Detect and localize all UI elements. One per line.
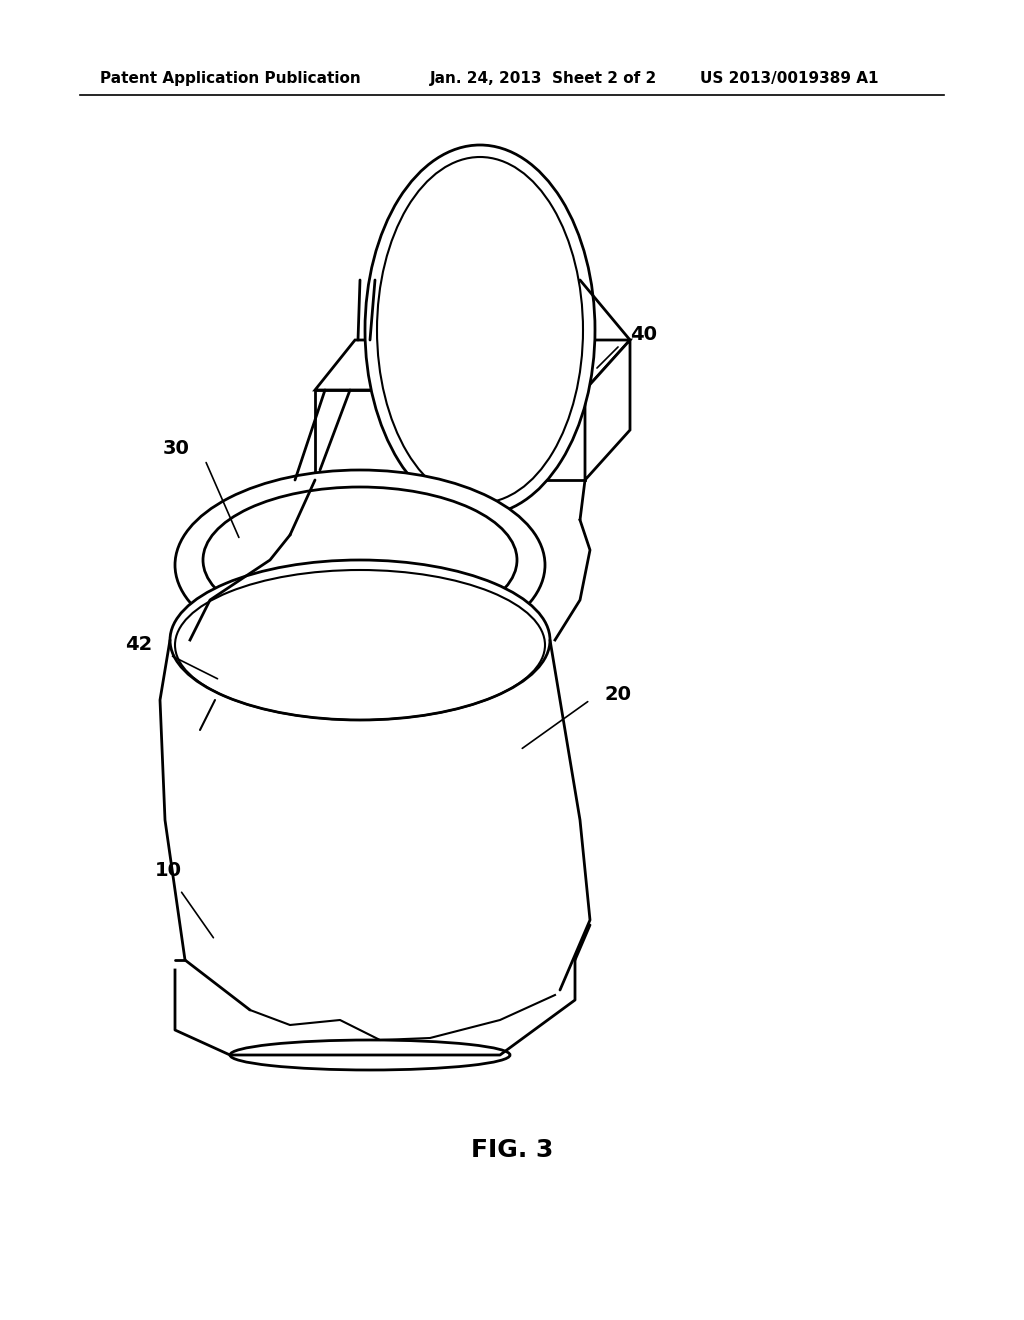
Ellipse shape — [170, 560, 550, 719]
Ellipse shape — [377, 157, 583, 503]
Polygon shape — [585, 341, 630, 480]
Text: 42: 42 — [125, 635, 152, 655]
Polygon shape — [315, 389, 585, 480]
Text: 30: 30 — [163, 438, 190, 458]
Text: FIG. 3: FIG. 3 — [471, 1138, 553, 1162]
Text: 10: 10 — [155, 861, 181, 879]
Text: Jan. 24, 2013  Sheet 2 of 2: Jan. 24, 2013 Sheet 2 of 2 — [430, 70, 657, 86]
Ellipse shape — [365, 145, 595, 515]
Text: 40: 40 — [630, 326, 657, 345]
Text: 20: 20 — [605, 685, 632, 705]
Text: US 2013/0019389 A1: US 2013/0019389 A1 — [700, 70, 879, 86]
Polygon shape — [315, 341, 630, 389]
Text: Patent Application Publication: Patent Application Publication — [100, 70, 360, 86]
Ellipse shape — [230, 1040, 510, 1071]
Ellipse shape — [175, 470, 545, 660]
Ellipse shape — [203, 487, 517, 634]
